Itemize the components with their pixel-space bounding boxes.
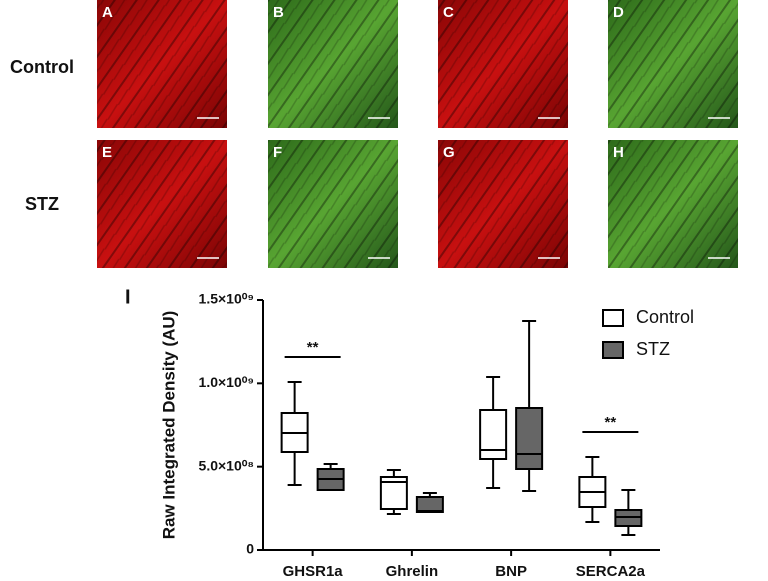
legend-label: STZ: [636, 339, 670, 359]
panel-label: I: [125, 286, 131, 308]
panel-label: H: [613, 144, 624, 161]
panel-label: D: [613, 4, 624, 21]
row-label: STZ: [25, 194, 59, 214]
micrograph-texture: [268, 140, 398, 268]
legend-swatch: [602, 309, 624, 327]
y-tick-label: 0: [246, 541, 254, 557]
micrograph-texture: [97, 140, 227, 268]
y-tick-label: 1.0×10⁰⁹: [199, 374, 254, 390]
micrograph-texture: [438, 0, 568, 128]
significance-label: **: [605, 414, 617, 431]
x-tick-label: GHSR1a: [283, 563, 344, 580]
y-axis-label: Raw Integrated Density (AU): [159, 311, 178, 540]
legend-swatch: [602, 341, 624, 359]
x-tick-label: SERCA2a: [576, 563, 646, 580]
micrograph-texture: [268, 0, 398, 128]
box: [479, 409, 508, 460]
box: [515, 407, 544, 470]
box: [415, 496, 444, 513]
x-tick-label: Ghrelin: [386, 563, 439, 580]
panel-label: A: [102, 4, 113, 21]
panel-label: C: [443, 4, 454, 21]
panel-label: G: [443, 144, 455, 161]
micrograph-texture: [97, 0, 227, 128]
micrograph-texture: [608, 140, 738, 268]
panel-label: F: [273, 144, 282, 161]
micrograph-texture: [438, 140, 568, 268]
x-tick-label: BNP: [495, 563, 527, 580]
row-label: Control: [10, 57, 74, 77]
y-tick-label: 1.5×10⁰⁹: [199, 291, 254, 307]
y-tick-label: 5.0×10⁰⁸: [199, 457, 254, 473]
micrograph-texture: [608, 0, 738, 128]
legend-label: Control: [636, 307, 694, 327]
panel-label: B: [273, 4, 284, 21]
panel-label: E: [102, 144, 112, 161]
significance-label: **: [307, 339, 319, 356]
